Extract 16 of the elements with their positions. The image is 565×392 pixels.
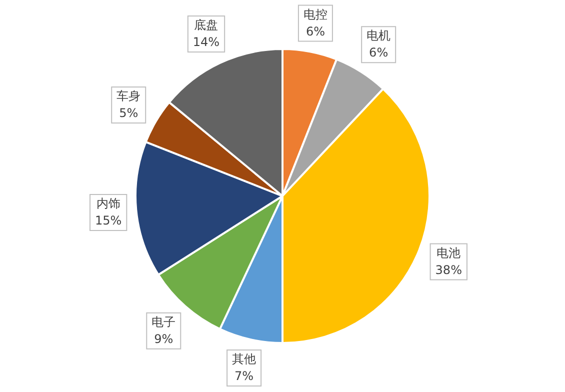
- slice-label: 电机: [366, 28, 391, 43]
- data-label: 7%: [234, 369, 254, 384]
- slice-label: 电子: [152, 314, 176, 329]
- data-label: 14%: [192, 35, 220, 50]
- data-label: 5%: [119, 106, 138, 120]
- data-label: 9%: [154, 332, 174, 346]
- slice-label: 其他: [232, 352, 256, 366]
- slice-label: 内饰: [96, 196, 120, 211]
- slice-label: 车身: [116, 89, 141, 104]
- slice-label: 电控: [303, 7, 328, 22]
- data-label: 6%: [306, 24, 325, 38]
- slice-label: 底盘: [194, 18, 218, 32]
- data-label: 15%: [94, 214, 122, 228]
- data-label: 6%: [369, 46, 388, 60]
- data-label: 38%: [435, 262, 462, 277]
- slice-label: 电池: [436, 246, 461, 260]
